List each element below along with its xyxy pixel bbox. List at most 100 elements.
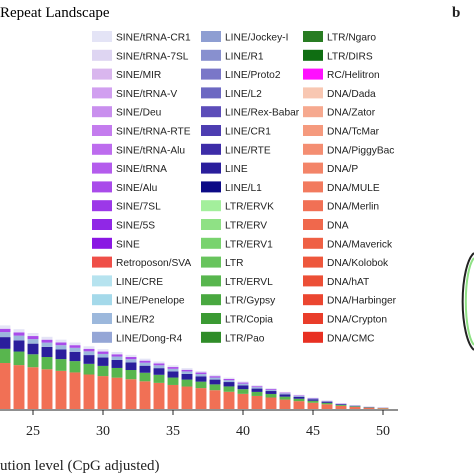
legend-label: LINE/Rex-Babar (225, 108, 300, 119)
legend-label: DNA/Crypton (327, 315, 387, 326)
bar-segment-line-light (181, 371, 193, 374)
legend-label: SINE/Deu (116, 108, 161, 119)
bar-segment-line (83, 355, 95, 364)
legend-swatch (92, 68, 112, 80)
legend-label: LTR/DIRS (327, 51, 373, 62)
bar-segment-sine-light (251, 385, 263, 387)
legend-swatch (201, 181, 221, 193)
bar-segment-sine (237, 382, 249, 384)
legend-swatch (92, 125, 112, 136)
bar-segment-line-light (55, 345, 67, 350)
bar-segment-line-light (209, 377, 221, 380)
legend-label: SINE/Alu (116, 183, 157, 194)
bar-segment-line (195, 376, 207, 382)
bar-segment-dna (125, 379, 137, 409)
legend-swatch (303, 237, 323, 249)
bar-segment-line-light (167, 368, 179, 372)
legend-label: LINE/CR1 (225, 127, 271, 138)
legend-swatch (201, 275, 221, 287)
bar-segment-sine (125, 357, 137, 360)
bar-segment-ltr (251, 391, 263, 396)
bar-segment-dna (377, 408, 389, 409)
legend-swatch (92, 31, 112, 42)
bar-segment-ltr (223, 386, 235, 392)
legend-swatch (303, 106, 323, 118)
legend-swatch (92, 256, 112, 268)
chart-title: Repeat Landscape (0, 5, 110, 21)
legend-label: LTR (225, 258, 244, 269)
bar-segment-sine-light (69, 342, 81, 346)
bar-segment-line-light (237, 383, 249, 386)
legend-label: LINE/Jockey-I (225, 33, 288, 44)
bar-segment-sine-light (111, 352, 123, 355)
legend-swatch (201, 294, 221, 306)
legend-swatch (92, 219, 112, 230)
bar-segment-ltr (181, 379, 193, 387)
bar-segment-line-light (13, 335, 25, 341)
bar-segment-sine (153, 363, 165, 366)
bar-segment-ltr (153, 374, 165, 383)
bar-segment-sine (111, 354, 123, 357)
bar-segment-ltr (139, 372, 151, 382)
legend-swatch (92, 275, 112, 287)
bar-segment-sine-light (55, 339, 67, 343)
bar-segment-line (0, 337, 11, 349)
legend-swatch (201, 331, 221, 343)
bar-segment-line-light (307, 398, 319, 400)
legend-label: SINE/5S (116, 221, 155, 232)
legend-label: SINE (116, 239, 140, 250)
legend-label: SINE/tRNA-7SL (116, 51, 189, 62)
legend-swatch (201, 87, 221, 99)
bar-segment-dna (139, 381, 151, 409)
bar-segment-line-light (83, 351, 95, 356)
legend-label: LTR/Pao (225, 333, 265, 344)
legend-label: LTR/Gypsy (225, 296, 276, 307)
bar-segment-line-light (153, 365, 165, 369)
x-axis-ticks: 25 30 35 40 45 50 (26, 410, 390, 439)
legend-label: DNA/TcMar (327, 127, 380, 138)
legend-label: LTR/ERV (225, 221, 267, 232)
legend-label: LINE/Proto2 (225, 70, 281, 81)
bar-segment-ltr (209, 384, 221, 391)
bar-segment-sine-light (153, 361, 165, 364)
legend-swatch (303, 200, 323, 212)
bar-segment-line-light (0, 332, 11, 338)
legend-swatch (92, 162, 112, 174)
legend-label: DNA/Harbinger (327, 296, 397, 307)
bar-segment-line-light (279, 393, 291, 395)
legend-swatch (201, 219, 221, 230)
bar-segment-sine (223, 378, 235, 381)
bar-segment-line-light (265, 389, 277, 392)
bar-segment-sine (69, 345, 81, 348)
x-tick-label: 35 (166, 424, 180, 439)
stacked-bars (0, 325, 389, 409)
bar-segment-dna (27, 367, 39, 409)
legend-swatch (303, 256, 323, 268)
bar-segment-sine (251, 386, 263, 388)
legend-label: LTR/ERV1 (225, 239, 273, 250)
legend-swatch (303, 162, 323, 174)
bar-segment-line-light (111, 356, 123, 360)
bar-segment-ltr (195, 381, 207, 389)
bar-segment-sine-light (223, 377, 235, 379)
bar-segment-line-light (293, 395, 305, 397)
legend-swatch (201, 162, 221, 174)
bar-segment-dna (111, 377, 123, 409)
legend-label: LTR/ERVL (225, 277, 273, 288)
bar-segment-line-light (27, 339, 39, 344)
bar-segment-ltr (335, 404, 347, 406)
bar-segment-sine-light (293, 394, 305, 396)
legend-swatch (201, 313, 221, 324)
bar-segment-sine (27, 336, 39, 340)
bar-segment-line-light (125, 359, 137, 363)
legend-label: SINE/tRNA (116, 164, 167, 175)
legend-label: DNA/CMC (327, 333, 375, 344)
legend-swatch (201, 68, 221, 80)
bar-segment-dna (349, 406, 361, 409)
bar-segment-ltr (293, 398, 305, 402)
legend-label: RC/Helitron (327, 70, 380, 81)
bar-segment-line-light (69, 347, 81, 352)
bar-segment-sine (0, 328, 11, 333)
bar-segment-sine-light (181, 368, 193, 370)
